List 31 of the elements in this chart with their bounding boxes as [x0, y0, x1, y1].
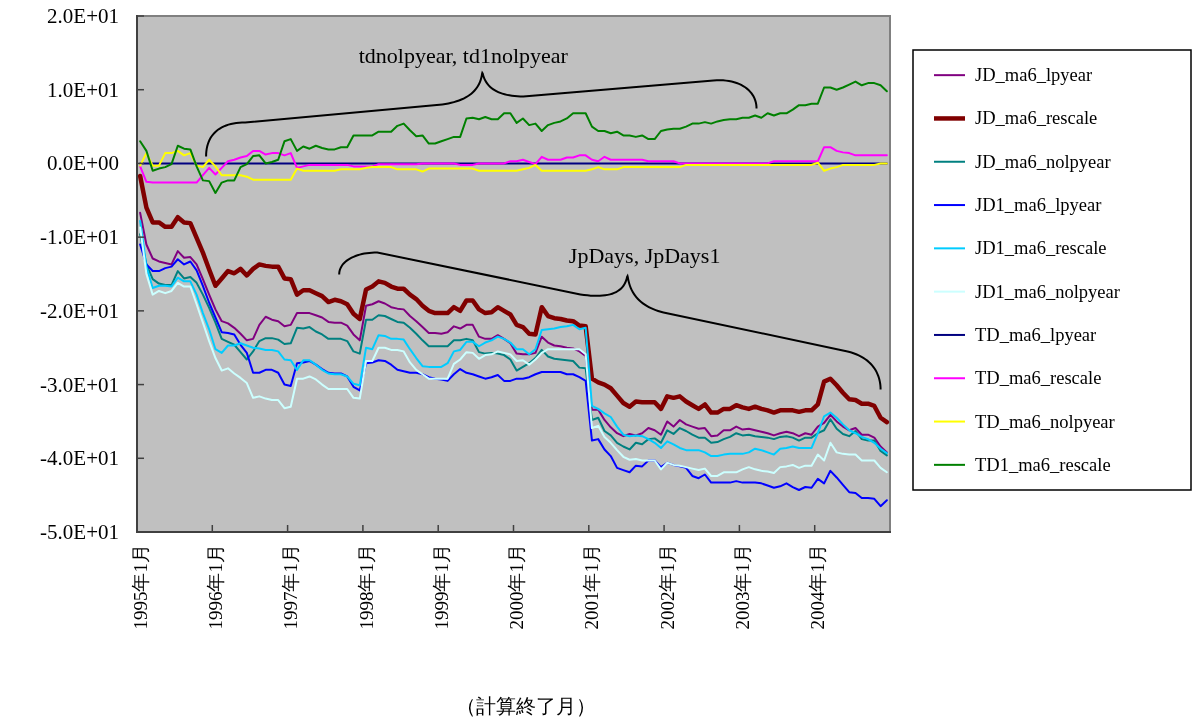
- legend-label: TD_ma6_nolpyear: [975, 411, 1115, 432]
- y-tick-label: 2.0E+01: [47, 4, 119, 28]
- x-tick-label: 1998年1月: [355, 544, 377, 630]
- annotation: tdnolpyear, td1nolpyear: [358, 42, 569, 68]
- x-tick-label: 1997年1月: [280, 544, 302, 630]
- legend-label: JD_ma6_lpyear: [975, 65, 1093, 86]
- y-tick-label: -4.0E+01: [40, 446, 119, 471]
- x-tick-label: 1999年1月: [430, 544, 452, 630]
- y-tick-label: -1.0E+01: [40, 225, 119, 250]
- x-tick-label: 1995年1月: [129, 544, 151, 630]
- y-tick-label: -5.0E+01: [40, 520, 119, 544]
- x-tick-label: 2003年1月: [732, 544, 753, 630]
- y-tick-label: -2.0E+01: [40, 298, 119, 323]
- y-tick-label: 1.0E+01: [47, 77, 119, 102]
- x-tick-label: 2002年1月: [656, 544, 678, 630]
- legend-label: TD_ma6_lpyear: [975, 324, 1097, 345]
- legend-label: TD1_ma6_rescale: [975, 454, 1111, 475]
- annotation: JpDays, JpDays1: [568, 243, 721, 269]
- y-tick-label: -3.0E+01: [40, 372, 119, 397]
- x-tick-label: 2001年1月: [581, 544, 603, 630]
- legend-label: JD1_ma6_nolpyear: [975, 281, 1120, 302]
- x-tick-label: 1996年1月: [204, 544, 226, 630]
- legend-label: TD_ma6_rescale: [975, 368, 1102, 389]
- x-axis-title: （計算終了月）: [455, 695, 596, 717]
- x-tick-label: 2000年1月: [506, 544, 528, 630]
- legend-label: JD_ma6_nolpyear: [975, 151, 1111, 172]
- legend-label: JD_ma6_rescale: [975, 108, 1098, 129]
- legend-label: JD1_ma6_lpyear: [975, 195, 1102, 216]
- y-tick-label: 0.0E+00: [47, 151, 119, 176]
- x-tick-label: 2004年1月: [807, 544, 829, 630]
- legend-label: JD1_ma6_rescale: [975, 238, 1107, 259]
